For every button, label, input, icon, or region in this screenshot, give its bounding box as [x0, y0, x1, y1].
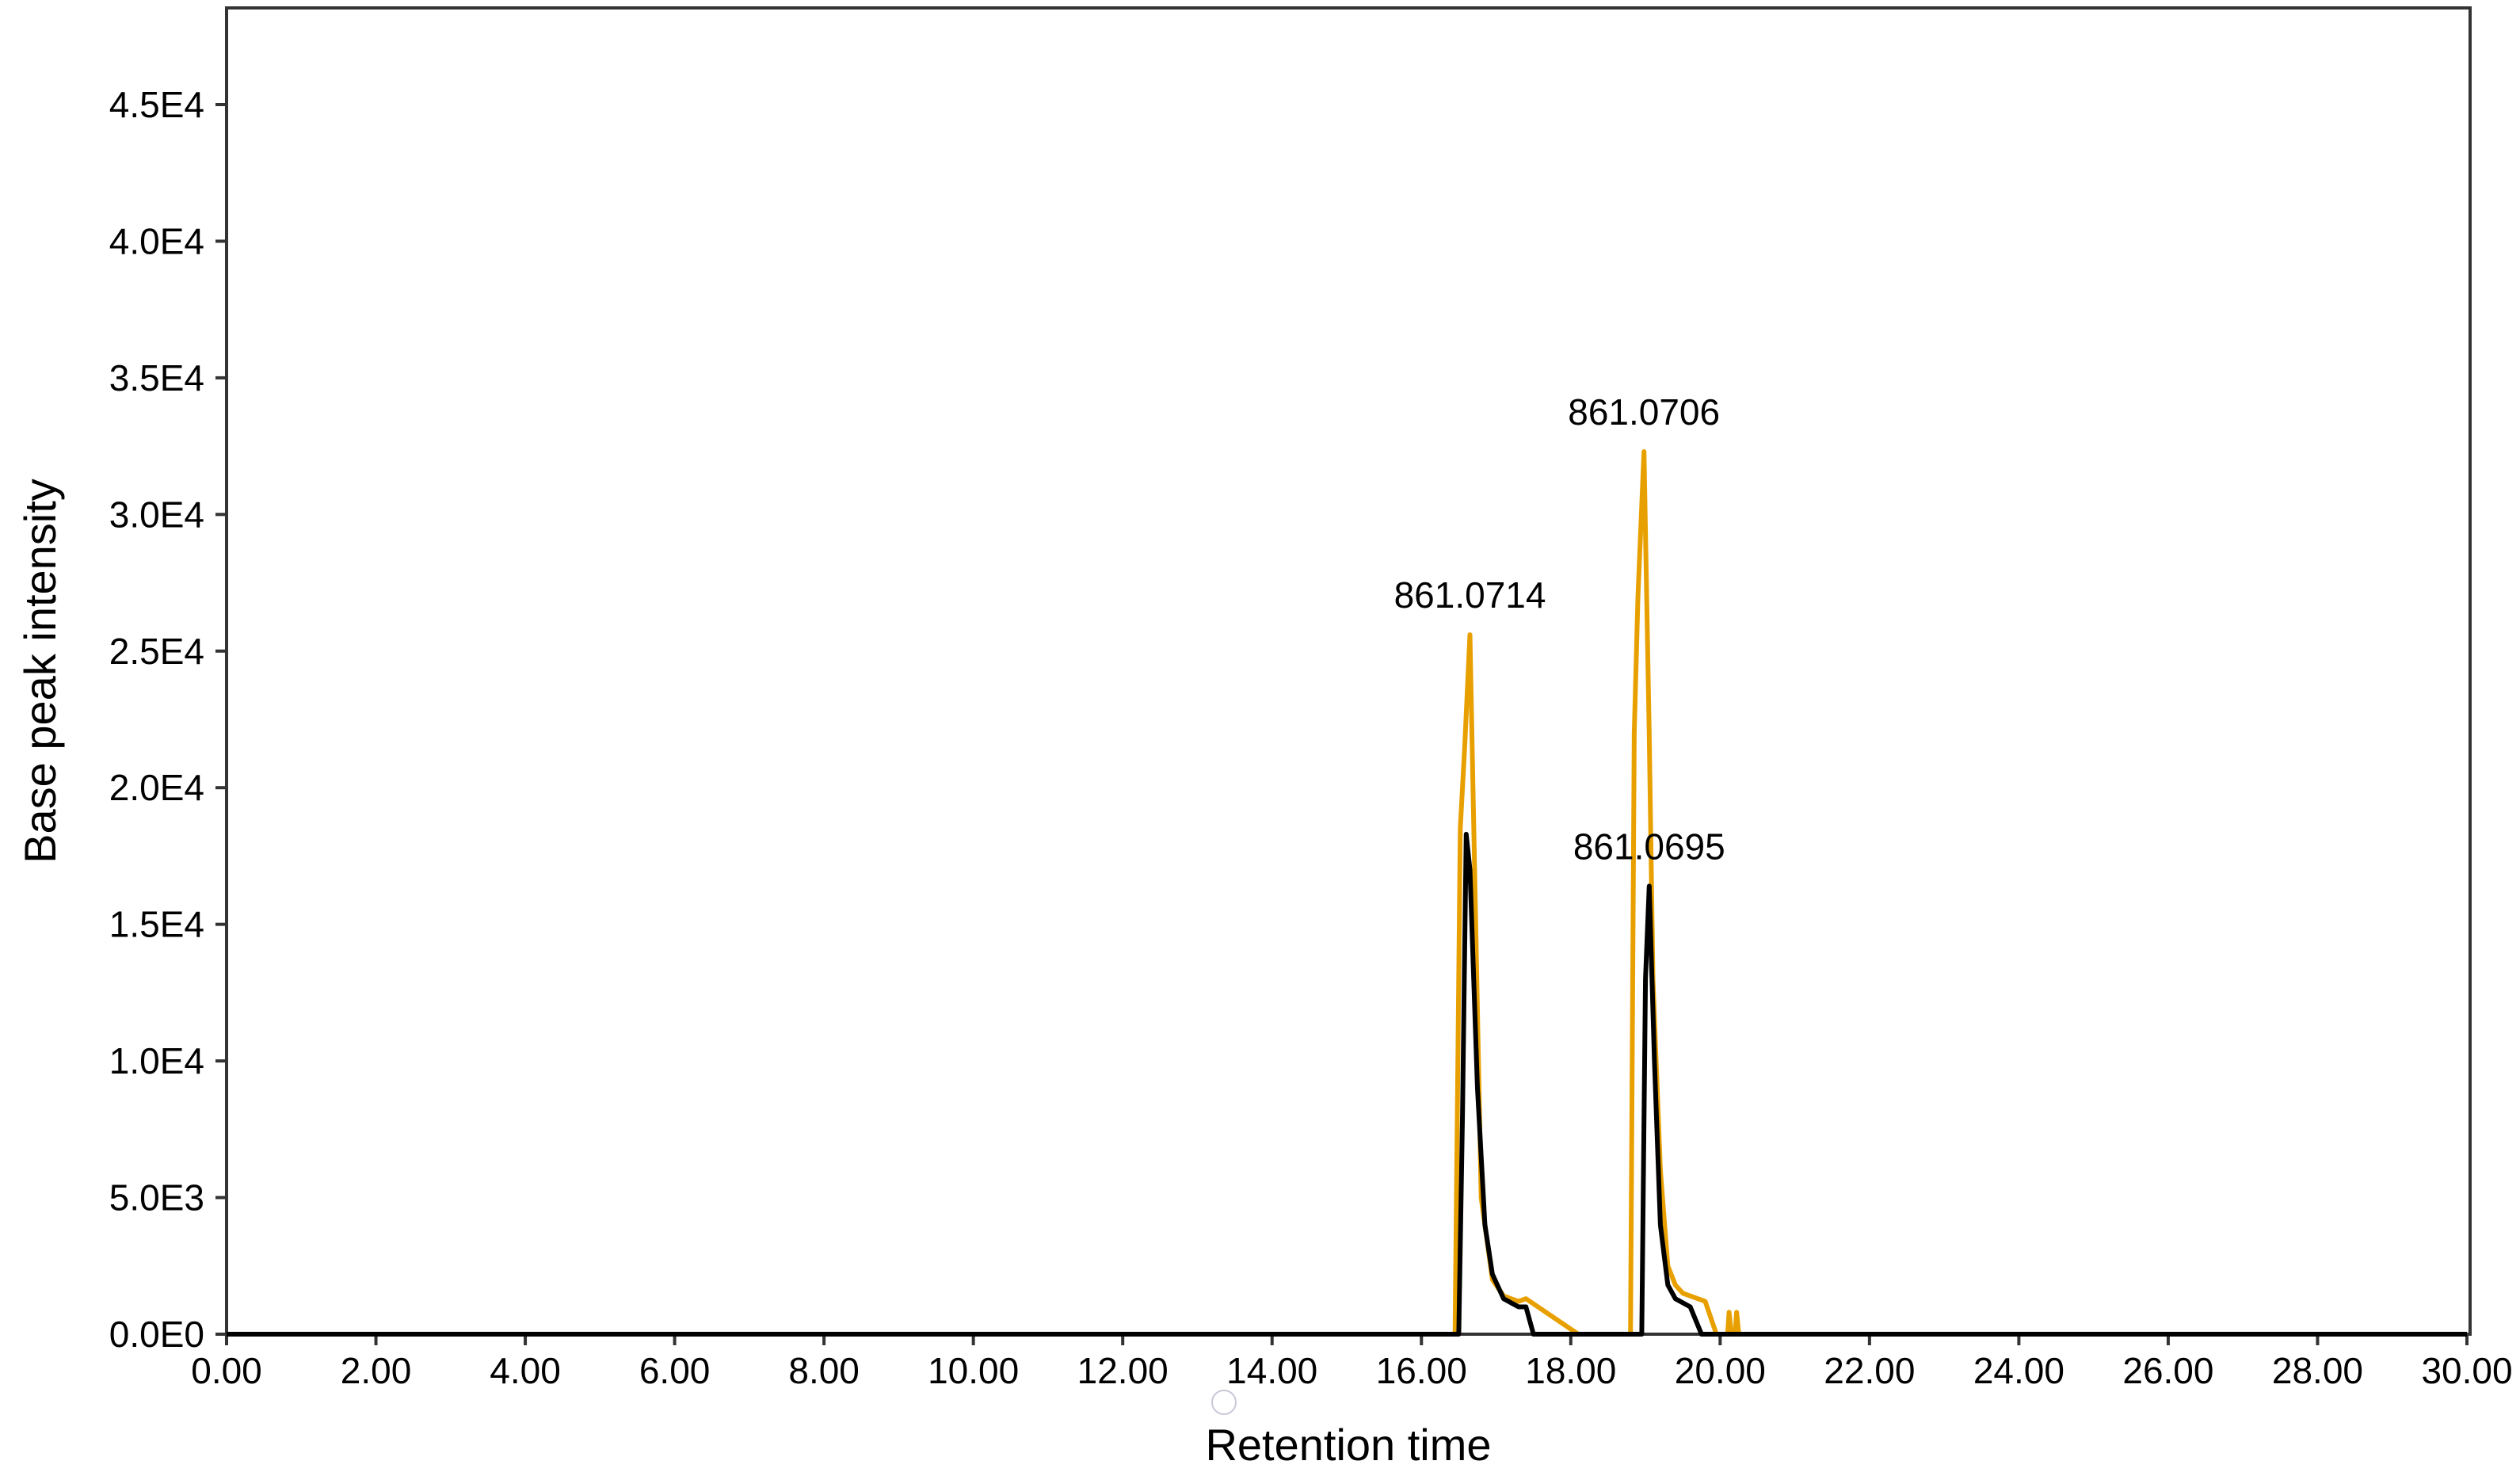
y-axis-title: Base peak intensity	[15, 479, 65, 864]
y-tick-label: 2.5E4	[109, 631, 204, 672]
cursor-circle-icon	[1211, 1390, 1237, 1415]
x-tick-label: 16.00	[1376, 1350, 1467, 1391]
x-tick-label: 8.00	[788, 1350, 860, 1391]
x-tick-label: 6.00	[639, 1350, 711, 1391]
x-axis: 0.00 2.00 4.00 6.00 8.00 10.00 12.00 14.00 16.00…	[191, 1334, 2513, 1391]
x-tick-label: 4.00	[490, 1350, 561, 1391]
series-group	[227, 449, 2467, 1337]
trace-black-line	[227, 831, 2467, 1337]
peak-label: 861.0695	[1573, 826, 1725, 867]
trace-orange-line	[227, 449, 2467, 1337]
peak-annotations: 861.0714 861.0706 861.0695	[1394, 391, 1725, 867]
y-tick-label: 1.0E4	[109, 1040, 204, 1081]
y-tick-label: 5.0E3	[109, 1177, 204, 1219]
y-tick-label: 2.0E4	[109, 767, 204, 808]
x-tick-label: 28.00	[2272, 1350, 2363, 1391]
x-tick-label: 18.00	[1525, 1350, 1616, 1391]
x-axis-title: Retention time	[1205, 1420, 1491, 1470]
peak-label: 861.0714	[1394, 574, 1546, 616]
x-tick-label: 30.00	[2421, 1350, 2512, 1391]
y-tick-label: 4.0E4	[109, 220, 204, 261]
y-tick-label: 3.5E4	[109, 357, 204, 399]
x-tick-label: 0.00	[191, 1350, 262, 1391]
y-tick-label: 0.0E0	[109, 1314, 204, 1355]
y-tick-label: 4.5E4	[109, 84, 204, 125]
x-tick-label: 10.00	[928, 1350, 1019, 1391]
x-tick-label: 2.00	[341, 1350, 412, 1391]
plot-area	[225, 6, 2472, 1336]
y-axis: 0.0E0 5.0E3 1.0E4 1.5E4 2.0E4 2.5E4 3.0E4 3.5E4…	[109, 84, 227, 1355]
x-tick-label: 14.00	[1226, 1350, 1317, 1391]
x-tick-label: 24.00	[1973, 1350, 2064, 1391]
x-tick-label: 20.00	[1675, 1350, 1766, 1391]
x-tick-label: 26.00	[2122, 1350, 2213, 1391]
y-tick-label: 3.0E4	[109, 494, 204, 535]
x-tick-label: 12.00	[1077, 1350, 1169, 1391]
y-tick-label: 1.5E4	[109, 904, 204, 945]
peak-label: 861.0706	[1568, 391, 1720, 433]
x-tick-label: 22.00	[1824, 1350, 1915, 1391]
